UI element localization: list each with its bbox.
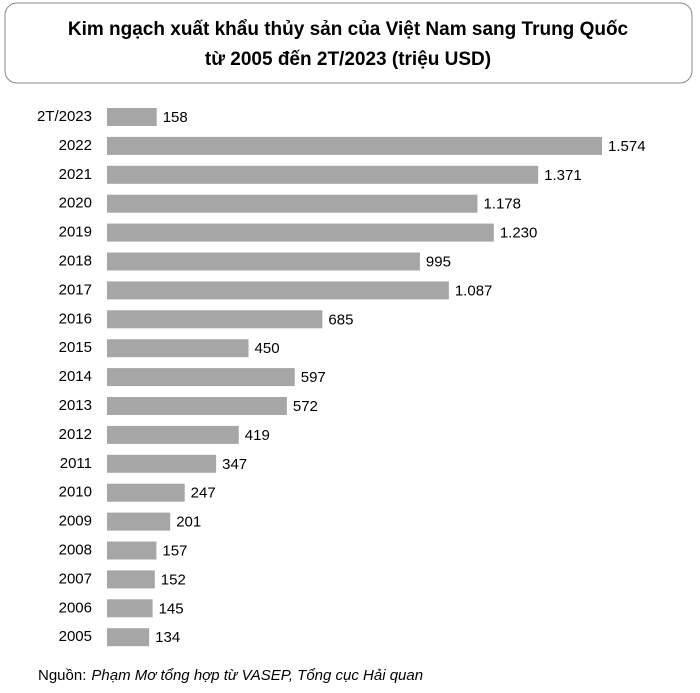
bar	[107, 368, 295, 387]
bar	[107, 223, 494, 242]
bar	[107, 194, 478, 213]
bar	[107, 541, 157, 560]
y-tick-label: 2006	[59, 599, 92, 616]
source-text: Phạm Mơ tổng hợp từ VASEP, Tổng cục Hải …	[91, 667, 423, 684]
value-label: 158	[163, 109, 188, 126]
source: Nguồn: Phạm Mơ tổng hợp từ VASEP, Tổng cụ…	[38, 667, 423, 684]
y-tick-label: 2011	[60, 455, 92, 472]
y-tick-label: 2021	[59, 166, 92, 183]
value-label: 450	[255, 340, 280, 357]
y-tick-label: 2005	[59, 628, 92, 645]
bar	[107, 599, 153, 618]
y-tick-label: 2012	[59, 426, 92, 443]
bar	[107, 397, 287, 415]
value-label: 995	[426, 253, 451, 270]
bar	[107, 628, 150, 647]
value-label: 152	[161, 571, 186, 588]
value-label: 145	[159, 600, 184, 617]
bar	[107, 310, 323, 329]
y-tick-label: 2008	[59, 541, 92, 558]
bar	[107, 252, 420, 271]
y-tick-label: 2018	[59, 252, 92, 269]
y-tick-label: 2017	[59, 281, 92, 298]
value-label: 685	[328, 311, 353, 328]
y-tick-label: 2009	[59, 513, 92, 530]
value-label: 1.574	[608, 138, 646, 155]
y-tick-label: 2T/2023	[37, 108, 92, 125]
value-label: 1.178	[483, 196, 521, 213]
bar	[107, 454, 217, 473]
value-label: 201	[176, 514, 201, 531]
y-tick-label: 2007	[59, 570, 92, 587]
value-label: 1.230	[500, 225, 538, 242]
value-label: 572	[293, 398, 318, 415]
source-label: Nguồn:	[38, 667, 86, 684]
y-tick-label: 2014	[59, 368, 92, 385]
value-label: 347	[222, 456, 247, 473]
y-tick-label: 2015	[59, 339, 92, 356]
value-label: 247	[191, 485, 216, 502]
value-label: 1.371	[544, 167, 582, 184]
y-tick-label: 2020	[59, 195, 92, 212]
bar	[107, 512, 171, 531]
value-label: 1.087	[455, 282, 493, 299]
y-tick-label: 2016	[59, 310, 92, 327]
bar	[107, 165, 539, 184]
bar	[107, 281, 449, 300]
y-tick-label: 2013	[59, 397, 92, 414]
y-tick-label: 2010	[59, 484, 92, 501]
chart-title: từ 2005 đến 2T/2023 (triệu USD)	[205, 49, 491, 70]
bar	[107, 425, 239, 444]
value-label: 419	[245, 427, 270, 444]
value-label: 597	[301, 369, 326, 386]
bar	[107, 483, 185, 502]
y-tick-label: 2019	[59, 224, 92, 241]
bar	[107, 570, 155, 589]
bar	[107, 136, 602, 155]
value-label: 157	[162, 542, 187, 559]
title-box	[4, 2, 693, 84]
bar	[107, 108, 157, 126]
bar	[107, 339, 249, 358]
value-label: 134	[155, 629, 180, 646]
y-tick-label: 2022	[59, 137, 92, 154]
chart-title: Kim ngạch xuất khẩu thủy sản của Việt Na…	[68, 19, 629, 40]
